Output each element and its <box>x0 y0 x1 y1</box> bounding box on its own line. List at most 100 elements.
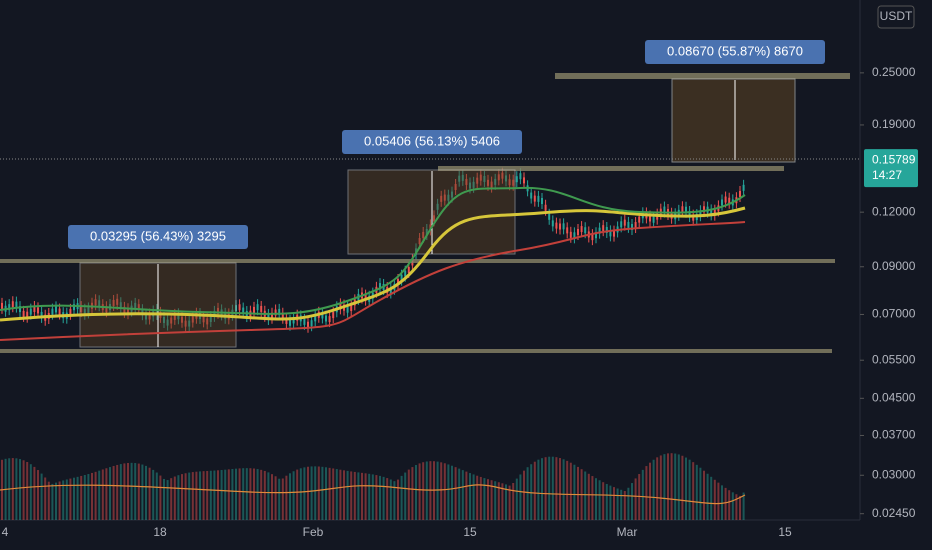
volume-bar <box>141 464 144 520</box>
volume-bar <box>555 457 558 520</box>
currency-badge[interactable] <box>877 5 915 29</box>
volume-bar <box>69 478 72 520</box>
candle-body <box>29 308 32 315</box>
candle-body <box>598 227 601 234</box>
countdown: 14:27 <box>872 168 902 182</box>
volume-bar <box>559 458 561 520</box>
volume-bar <box>411 467 414 520</box>
volume-bar <box>119 464 122 520</box>
volume-bar <box>663 454 666 520</box>
volume-bar <box>670 453 673 520</box>
candle-body <box>555 222 558 229</box>
volume-bar <box>483 478 486 520</box>
volume-bar <box>94 471 97 520</box>
candle-body <box>742 184 745 191</box>
volume-bar <box>361 472 363 520</box>
candle-body <box>407 266 410 273</box>
candle-body <box>501 172 504 179</box>
measure-label-bg <box>342 130 522 154</box>
volume-bar <box>641 469 644 520</box>
candle-body <box>577 229 579 236</box>
candle-body <box>436 203 439 210</box>
volume-bar <box>440 462 443 520</box>
candle-body <box>166 319 169 326</box>
volume-bar <box>44 477 47 520</box>
volume-bar <box>299 468 302 520</box>
volume-bar <box>605 483 608 520</box>
volume-bar <box>173 476 176 520</box>
volume-bar <box>721 485 723 520</box>
volume-bar <box>422 462 425 520</box>
candle-body <box>37 307 39 314</box>
volume-bar <box>595 478 597 520</box>
candle-body <box>483 175 486 182</box>
candle-body <box>433 215 435 222</box>
volume-bar <box>357 472 360 520</box>
last-price: 0.15789 <box>872 152 916 166</box>
volume-bar <box>512 482 515 520</box>
volume-bar <box>451 465 453 520</box>
candle-body <box>544 204 547 211</box>
candle-body <box>497 174 500 181</box>
volume-bar <box>739 495 741 520</box>
candle-body <box>418 238 421 245</box>
volume-bar <box>296 469 299 520</box>
volume-bar <box>37 470 39 520</box>
candle-body <box>292 317 295 324</box>
candle-body <box>652 216 655 223</box>
candle-body <box>566 227 569 234</box>
volume-bar <box>235 468 237 520</box>
candle-body <box>278 308 281 315</box>
volume-bar <box>130 462 133 520</box>
volume-bar <box>541 458 543 520</box>
candle-body <box>613 230 615 237</box>
volume-bar <box>695 464 698 520</box>
volume-bar <box>685 457 687 520</box>
candle-body <box>623 219 626 226</box>
measure-label-bg <box>645 40 825 64</box>
candle-body <box>710 209 713 216</box>
volume-bar <box>418 463 421 520</box>
volume-bar <box>29 464 32 520</box>
candle-body <box>40 311 43 318</box>
volume-bar <box>127 462 129 520</box>
volume-bar <box>533 461 536 520</box>
candle-body <box>238 304 241 311</box>
candle-body <box>595 232 597 239</box>
volume-bar <box>343 470 345 520</box>
volume-bar <box>436 461 439 520</box>
volume-bar <box>490 480 493 520</box>
volume-bar <box>227 469 230 520</box>
volume-bar <box>573 464 576 520</box>
candle-body <box>181 316 183 323</box>
candle-body <box>134 302 137 309</box>
volume-bar <box>47 481 50 520</box>
candle-body <box>274 309 277 316</box>
volume-bar <box>548 456 551 520</box>
candle-body <box>638 216 641 223</box>
volume-bar <box>271 474 273 520</box>
candle-body <box>422 231 425 238</box>
candle-body <box>184 320 187 327</box>
volume-bar <box>505 484 507 520</box>
candle-body <box>127 308 129 315</box>
volume-bar <box>731 492 734 520</box>
volume-bar <box>458 468 461 520</box>
candle-body <box>469 182 471 189</box>
candle-body <box>163 316 165 323</box>
volume-bar <box>332 468 335 520</box>
candle-body <box>73 304 75 311</box>
candle-body <box>494 178 497 185</box>
volume-bar <box>209 470 212 520</box>
candle-body <box>465 178 468 185</box>
candle-body <box>267 313 270 320</box>
volume-bar <box>159 475 162 520</box>
volume-bar <box>346 470 349 520</box>
volume-bar <box>404 472 407 520</box>
volume-bar <box>256 469 259 520</box>
y-tick-label: 0.25000 <box>872 65 916 79</box>
candle-body <box>303 318 306 325</box>
volume-bar <box>724 487 727 520</box>
candle-body <box>364 294 367 301</box>
